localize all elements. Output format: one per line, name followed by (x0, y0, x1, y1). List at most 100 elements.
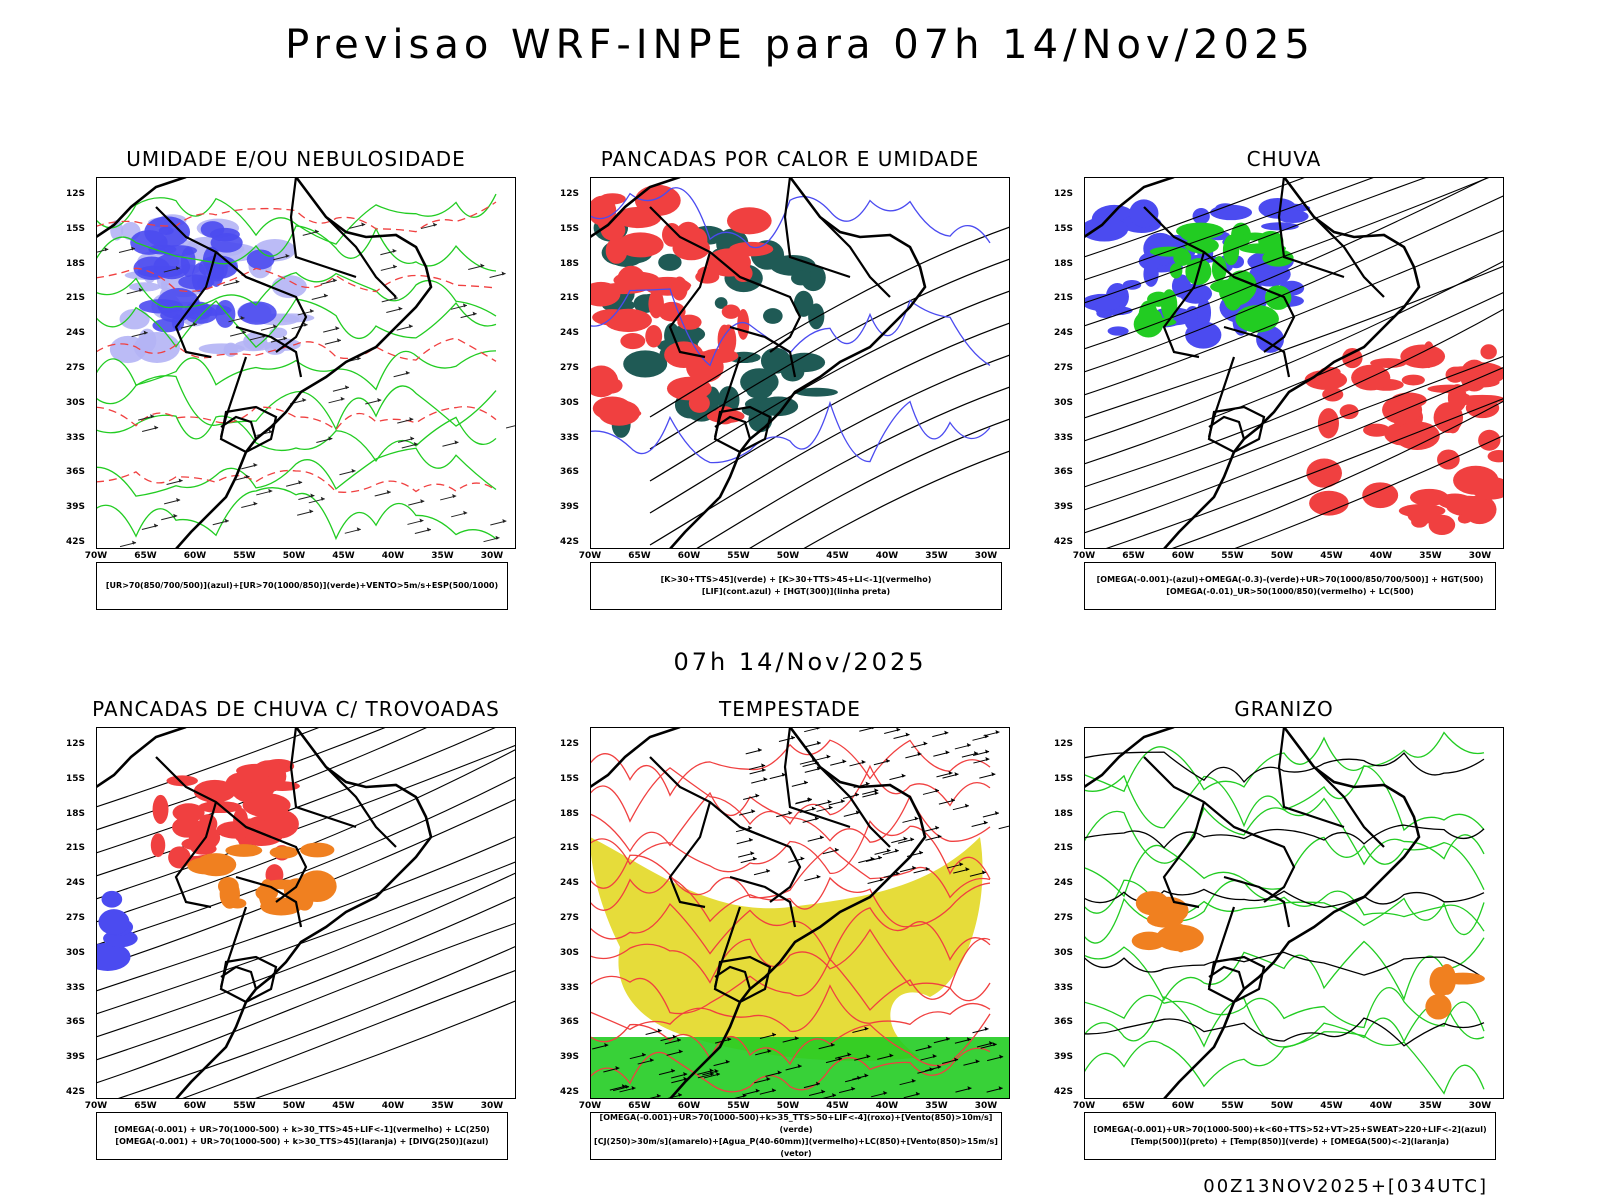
panel-title: TEMPESTADE (719, 697, 861, 721)
lon-tick-label: 50W (282, 1101, 306, 1111)
lon-tick-label: 60W (1171, 1101, 1195, 1111)
map-tempestade: 12S 15S 18S 21S 24S 27S 30S 33S 36S 39S 42S 70W 65W 6… (560, 727, 1010, 1111)
lon-tick-label: 65W (134, 551, 157, 561)
lon-tick-label: 55W (727, 551, 750, 561)
lat-tick-label: 24S (66, 328, 86, 339)
lon-tick-label: 60W (183, 551, 207, 561)
panel-title: UMIDADE E/OU NEBULOSIDADE (126, 147, 466, 171)
lat-tick-label: 24S (560, 878, 580, 889)
lat-tick-label: 39S (66, 502, 86, 513)
lat-tick-label: 24S (1054, 328, 1074, 339)
lon-tick-label: 30W (1468, 1101, 1492, 1111)
lat-tick-label: 12S (1054, 189, 1074, 199)
panel-title: GRANIZO (1234, 697, 1334, 721)
panel-tempestade: TEMPESTADE 12S 15S 18S 21S 24S 27S 30S 33S 36S 39… (560, 697, 1010, 1187)
lon-tick-label: 35W (1419, 551, 1442, 561)
valid-time-title: 07h 14/Nov/2025 (673, 648, 927, 676)
panel-legend: [OMEGA(-0.001)-(azul)+OMEGA(-0.3)-(verde… (1084, 562, 1496, 610)
run-timestamp: 00Z13NOV2025+[034UTC] (1203, 1176, 1488, 1197)
lon-tick-label: 35W (925, 551, 948, 561)
lon-tick-label: 30W (480, 551, 504, 561)
lon-tick-label: 30W (974, 1101, 998, 1111)
legend-line-1: [OMEGA(-0.001) + UR>70(1000-500) + k>30_… (114, 1125, 490, 1134)
lat-tick-label: 36S (66, 1017, 86, 1028)
lon-tick-label: 55W (1221, 1101, 1244, 1111)
lat-tick-label: 27S (560, 363, 580, 373)
lat-tick-label: 24S (1054, 878, 1074, 889)
lat-tick-label: 42S (560, 537, 580, 547)
lon-tick-label: 60W (1171, 551, 1195, 561)
lat-tick-label: 24S (66, 878, 86, 889)
lat-tick-label: 15S (560, 223, 580, 234)
lat-tick-label: 30S (66, 947, 86, 958)
lon-tick-label: 45W (826, 1101, 849, 1111)
legend-line-1: [UR>70(850/700/500)](azul)+[UR>70(1000/8… (105, 581, 499, 590)
panel-legend: [UR>70(850/700/500)](azul)+[UR>70(1000/8… (96, 562, 508, 610)
lat-tick-label: 39S (66, 1052, 86, 1063)
lat-tick-label: 30S (66, 397, 86, 408)
lat-tick-label: 18S (560, 808, 580, 819)
lon-tick-label: 55W (727, 1101, 750, 1111)
lon-tick-label: 35W (431, 551, 454, 561)
lat-tick-label: 36S (1054, 467, 1074, 478)
lon-tick-label: 45W (1320, 1101, 1343, 1111)
lon-tick-label: 30W (1468, 551, 1492, 561)
lon-tick-label: 65W (1122, 1101, 1145, 1111)
lat-tick-label: 27S (66, 363, 86, 373)
lat-tick-label: 39S (560, 502, 580, 513)
lon-tick-label: 55W (233, 1101, 256, 1111)
lon-tick-label: 65W (628, 551, 651, 561)
lat-tick-label: 33S (1054, 982, 1074, 993)
map-chuva: 12S 15S 18S 21S 24S 27S 30S 33S 36S 39S 42S 70W 65W 6… (1054, 177, 1504, 561)
lon-tick-label: 55W (233, 551, 256, 561)
lat-tick-label: 18S (1054, 258, 1074, 269)
lon-tick-label: 60W (183, 1101, 207, 1111)
lon-tick-label: 35W (431, 1101, 454, 1111)
panel-granizo: GRANIZO 12S 15S 18S 21S 24S 27S 30S 33S 36S 39S 42… (1054, 697, 1504, 1187)
lon-tick-label: 40W (381, 551, 405, 561)
lat-tick-label: 21S (560, 843, 580, 854)
lat-tick-label: 21S (1054, 843, 1074, 854)
lat-tick-label: 15S (66, 773, 86, 784)
lon-tick-label: 30W (974, 551, 998, 561)
panel-legend: [OMEGA(-0.001) + UR>70(1000-500) + k>30_… (96, 1112, 508, 1160)
lon-tick-label: 45W (826, 551, 849, 561)
lat-tick-label: 36S (1054, 1017, 1074, 1028)
lat-tick-label: 12S (560, 739, 580, 749)
panel-pancadas-calor: PANCADAS POR CALOR E UMIDADE 12S 15S 18S 21… (560, 147, 1010, 637)
lat-tick-label: 39S (560, 1052, 580, 1063)
legend-line-2: [OMEGA(-0.01)_UR>50(1000/850)(vermelho) … (1166, 587, 1414, 596)
lon-tick-label: 65W (628, 1101, 651, 1111)
lon-tick-label: 35W (1419, 1101, 1442, 1111)
lat-tick-label: 27S (1054, 913, 1074, 923)
lat-tick-label: 21S (1054, 293, 1074, 304)
lon-tick-label: 60W (677, 1101, 701, 1111)
lat-tick-label: 12S (66, 739, 86, 749)
legend-line-1: [OMEGA(-0.001)+UR>70(1000-500)+k<60+TTS>… (1093, 1125, 1487, 1134)
lat-tick-label: 27S (1054, 363, 1074, 373)
main-title: Previsao WRF-INPE para 07h 14/Nov/2025 (285, 22, 1315, 68)
map-umidade: 12S 15S 18S 21S 24S 27S 30S 33S 36S 39S 42S 70W 65W 6… (66, 177, 516, 561)
lon-tick-label: 70W (1072, 551, 1096, 561)
lat-tick-label: 15S (560, 773, 580, 784)
lon-tick-label: 40W (875, 551, 899, 561)
lon-tick-label: 45W (332, 1101, 355, 1111)
lon-tick-label: 70W (578, 551, 602, 561)
lon-tick-label: 70W (578, 1101, 602, 1111)
legend-line-1: [K>30+TTS>45](verde) + [K>30+TTS>45+LI<-… (660, 575, 932, 584)
map-trovoadas: 12S 15S 18S 21S 24S 27S 30S 33S 36S 39S 42S 70W 65W 6… (66, 727, 516, 1111)
legend-line-1: [OMEGA(-0.001)-(azul)+OMEGA(-0.3)-(verde… (1096, 575, 1484, 584)
map-pancadas-calor: 12S 15S 18S 21S 24S 27S 30S 33S 36S 39S 42S 70W 65W 6… (560, 177, 1010, 561)
lat-tick-label: 30S (560, 947, 580, 958)
lon-tick-label: 70W (84, 1101, 108, 1111)
panel-legend: [OMEGA(-0.001)+UR>70(1000-500)+k<60+TTS>… (1084, 1112, 1496, 1160)
lon-tick-label: 50W (776, 551, 800, 561)
legend-line-1: [OMEGA(-0.001)+UR>70(1000-500)+k>35_TTS>… (599, 1113, 993, 1134)
map-granizo: 12S 15S 18S 21S 24S 27S 30S 33S 36S 39S 42S 70W 65W 6… (1054, 727, 1504, 1111)
lat-tick-label: 33S (560, 432, 580, 443)
lat-tick-label: 33S (66, 432, 86, 443)
panel-umidade: UMIDADE E/OU NEBULOSIDADE 12S 15S 18S 21S 24… (66, 147, 516, 637)
legend-line-2: [Temp(500)](preto) + [Temp(850)](verde) … (1130, 1137, 1450, 1146)
lat-tick-label: 27S (560, 913, 580, 923)
lat-tick-label: 15S (1054, 223, 1074, 234)
